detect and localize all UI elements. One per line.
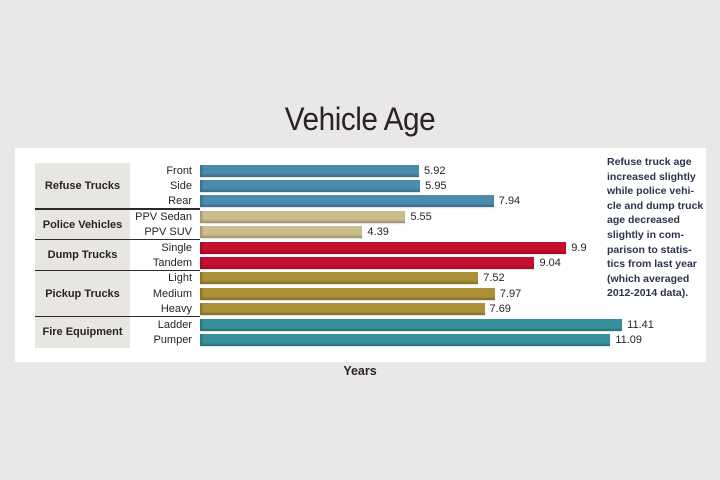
- bar: [200, 272, 479, 285]
- bar: [200, 180, 421, 193]
- bar-row-label: Tandem: [152, 257, 192, 270]
- bar-row-label: Front: [166, 164, 192, 177]
- bar-row-label: Medium: [152, 287, 192, 300]
- bar-value-label: 4.39: [367, 226, 389, 239]
- group-rows: Front 5.92 Side 5.95 Rear 7.94: [130, 163, 706, 209]
- bar-track: 7.94: [200, 194, 706, 209]
- bar-value-label: 9.04: [539, 257, 561, 270]
- bar-row: Ladder 11.41: [130, 317, 706, 332]
- bar: [200, 226, 363, 239]
- group-rows: Ladder 11.41 Pumper 11.09: [130, 317, 706, 348]
- bar-row-label: Heavy: [160, 303, 192, 316]
- bar-value-label: 7.69: [489, 303, 511, 316]
- bar: [200, 287, 495, 300]
- x-axis-label: Years: [343, 364, 377, 378]
- bar: [200, 210, 406, 223]
- bar-row: Light 7.52: [130, 271, 706, 286]
- bar-value-label: 7.52: [483, 272, 505, 285]
- bar-row: Medium 7.97: [130, 286, 706, 301]
- bar-row: Side 5.95: [130, 178, 706, 193]
- bar-row-label: Light: [168, 272, 192, 285]
- group-rows: Light 7.52 Medium 7.97 Heavy 7.69: [130, 271, 706, 317]
- bar-row-label: PPV SUV: [144, 226, 192, 239]
- bar-track: 5.95: [200, 178, 706, 193]
- group-label: Dump Trucks: [35, 239, 130, 271]
- bar-row-label: Rear: [168, 195, 192, 208]
- bar-value-label: 11.09: [615, 333, 643, 346]
- bar-row: Front 5.92: [130, 163, 706, 178]
- bar-row-label: Pumper: [153, 333, 192, 346]
- bar-row: Single 9.9: [130, 240, 706, 255]
- bar-row-label: Ladder: [157, 318, 192, 331]
- bar-value-label: 7.97: [499, 287, 522, 300]
- bar: [200, 241, 567, 254]
- bar-value-label: 5.55: [410, 210, 432, 223]
- bar-track: 9.04: [200, 255, 706, 270]
- bar-value-label: 5.92: [424, 164, 446, 177]
- group-label: Police Vehicles: [35, 209, 130, 240]
- bar-track: 11.41: [200, 317, 706, 332]
- bar-row-label: Side: [169, 180, 192, 193]
- vehicle-group: Pickup Trucks Light 7.52 Medium 7.97 Heavy 7.6…: [35, 269, 706, 317]
- bar: [200, 195, 494, 208]
- vehicle-group: Dump Trucks Single 9.9 Tandem 9.04: [35, 238, 706, 271]
- bar-track: 4.39: [200, 225, 706, 240]
- bar-value-label: 11.41: [627, 318, 654, 331]
- bar: [200, 257, 535, 270]
- group-rows: Single 9.9 Tandem 9.04: [130, 240, 706, 271]
- page-title: Vehicle Age: [284, 101, 436, 137]
- bar-row: Pumper 11.09: [130, 332, 706, 347]
- bar-chart: Refuse Trucks Front 5.92 Side 5.95 Rear 7.94 Po…: [35, 163, 706, 348]
- bar-track: 7.52: [200, 271, 706, 286]
- bar-track: 5.55: [200, 209, 706, 224]
- vehicle-group: Police Vehicles PPV Sedan 5.55 PPV SUV 4.39: [35, 208, 706, 240]
- group-label: Pickup Trucks: [35, 270, 130, 317]
- group-rows: PPV Sedan 5.55 PPV SUV 4.39: [130, 209, 706, 240]
- bar-value-label: 5.95: [425, 180, 447, 193]
- bar: [200, 164, 420, 177]
- group-label: Refuse Trucks: [35, 163, 130, 210]
- bar-track: 7.97: [200, 286, 706, 301]
- bar-row: Heavy 7.69: [130, 302, 706, 317]
- bar: [200, 318, 623, 331]
- group-label: Fire Equipment: [35, 316, 130, 348]
- bar-track: 5.92: [200, 163, 706, 178]
- bar-value-label: 7.94: [498, 195, 521, 208]
- vehicle-group: Fire Equipment Ladder 11.41 Pumper 11.09: [35, 315, 706, 348]
- bar-row-label: Single: [161, 241, 192, 254]
- bar-value-label: 9.9: [571, 241, 587, 254]
- bar-row: Rear 7.94: [130, 194, 706, 209]
- bar-track: 7.69: [200, 302, 706, 317]
- chart-card: Refuse Trucks Front 5.92 Side 5.95 Rear 7.94 Po…: [15, 148, 706, 362]
- vehicle-group: Refuse Trucks Front 5.92 Side 5.95 Rear 7.94: [35, 163, 706, 210]
- annotation-text: Refuse truck age increased slightly whil…: [607, 156, 704, 300]
- bar: [200, 303, 485, 316]
- bar-row: PPV SUV 4.39: [130, 225, 706, 240]
- bar-track: 11.09: [200, 332, 706, 347]
- bar-row: Tandem 9.04: [130, 255, 706, 270]
- bar-row-label: PPV Sedan: [135, 210, 192, 223]
- bar-row: PPV Sedan 5.55: [130, 209, 706, 224]
- bar-track: 9.9: [200, 240, 706, 255]
- bar: [200, 333, 611, 346]
